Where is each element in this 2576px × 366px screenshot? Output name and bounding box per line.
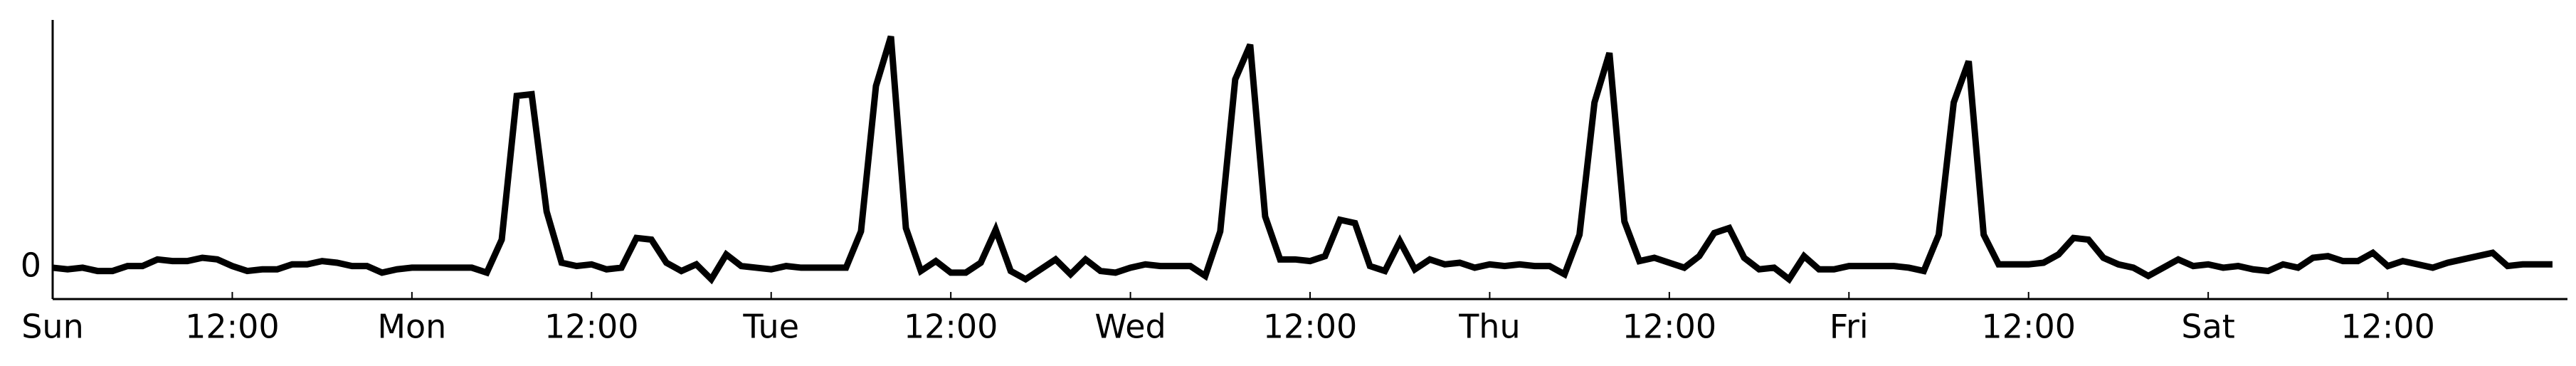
x-tick-label: Fri [1830,308,1869,346]
x-tick-label: 12:00 [1263,308,1358,346]
x-tick-label: 12:00 [2340,308,2435,346]
y-tick-label: 0 [21,246,41,284]
x-tick-label: 12:00 [544,308,639,346]
x-tick-label: Mon [377,308,446,346]
data-line [52,35,2553,285]
x-tick-label: Sun [21,308,84,346]
x-tick-label: 12:00 [185,308,280,346]
x-tick-label: Wed [1094,308,1166,346]
x-tick-label: Thu [1458,308,1520,346]
x-tick-label: 12:00 [904,308,998,346]
x-tick-label: Sat [2181,308,2234,346]
x-tick-label: Tue [742,308,799,346]
x-tick-label: 12:00 [1981,308,2076,346]
x-tick-label: 12:00 [1622,308,1717,346]
